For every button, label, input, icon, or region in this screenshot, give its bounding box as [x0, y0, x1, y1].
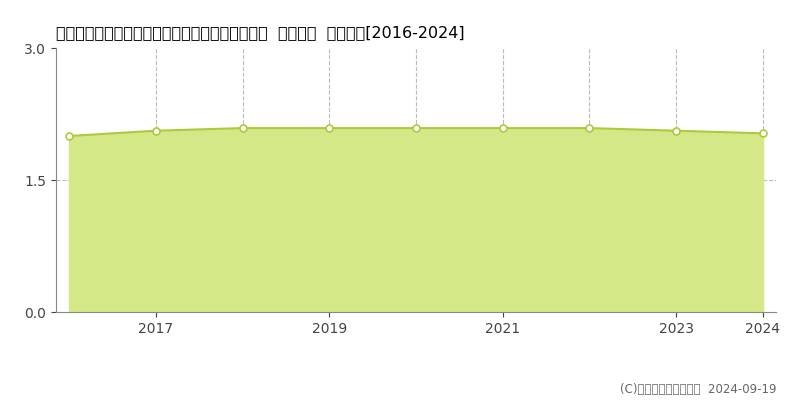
Text: (C)土地価格ドットコム  2024-09-19: (C)土地価格ドットコム 2024-09-19	[619, 383, 776, 396]
Text: 福島県双葉郡楢葉町大字北田字上ノ原２２番３９  基準地価  地価推移[2016-2024]: 福島県双葉郡楢葉町大字北田字上ノ原２２番３９ 基準地価 地価推移[2016-20…	[56, 25, 465, 40]
